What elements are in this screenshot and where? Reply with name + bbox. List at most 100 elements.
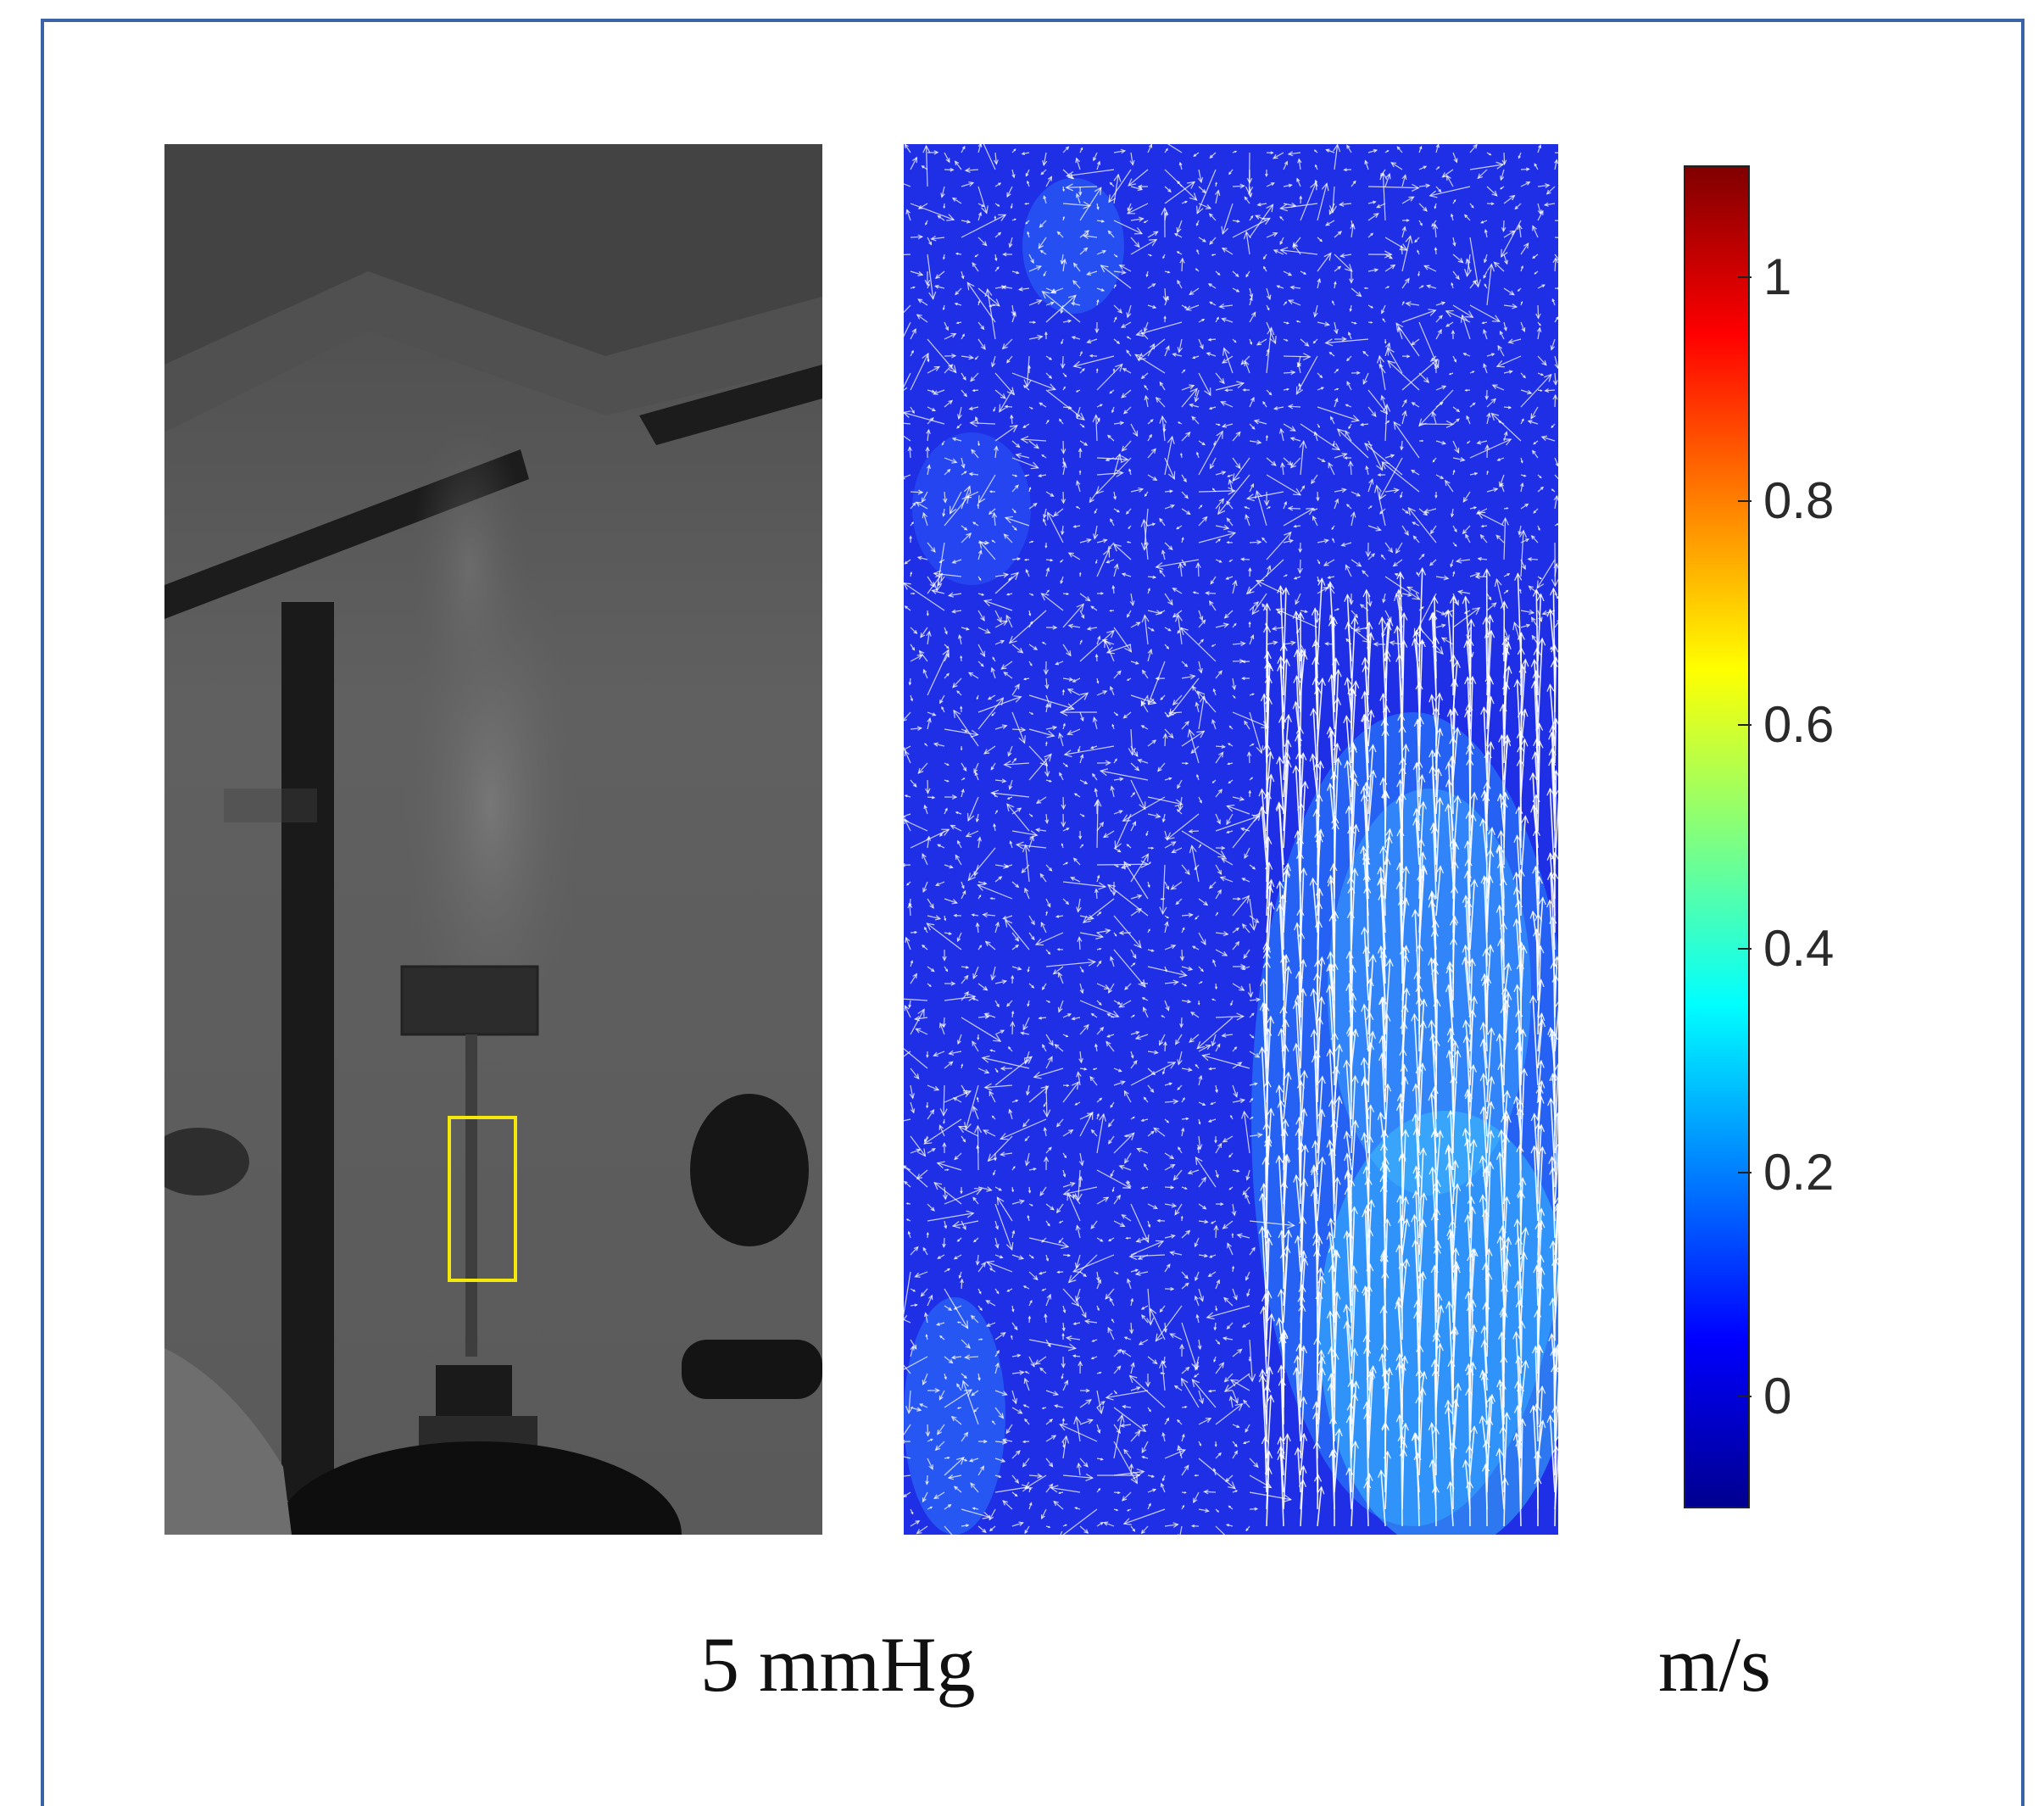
velocity-arrowhead xyxy=(1417,249,1419,253)
velocity-arrowhead xyxy=(1440,475,1445,479)
velocity-arrowhead xyxy=(1109,609,1112,612)
velocity-arrow xyxy=(1138,759,1149,764)
velocity-arrow xyxy=(1262,1003,1267,1086)
velocity-arrow xyxy=(1295,1001,1301,1086)
velocity-arrow xyxy=(1068,625,1081,628)
velocity-arrow xyxy=(1036,828,1047,832)
velocity-arrow xyxy=(1463,353,1471,357)
velocity-arrow xyxy=(1124,1152,1132,1163)
velocity-arrowhead xyxy=(1262,1121,1271,1130)
velocity-arrow xyxy=(1011,1200,1024,1205)
velocity-arrowhead xyxy=(1548,731,1557,740)
velocity-arrowhead xyxy=(1169,1155,1175,1160)
velocity-arrowhead xyxy=(1384,622,1392,631)
velocity-arrowhead xyxy=(1142,1006,1147,1012)
velocity-arrowhead xyxy=(1325,221,1330,226)
velocity-arrowhead xyxy=(1065,900,1070,906)
velocity-arrowhead xyxy=(916,314,922,320)
velocity-arrowhead xyxy=(1486,470,1489,473)
velocity-arrow xyxy=(1482,1023,1488,1069)
velocity-arrow xyxy=(1334,254,1353,272)
velocity-arrowhead xyxy=(1235,431,1241,437)
velocity-arrowhead xyxy=(1024,1160,1030,1167)
velocity-arrow xyxy=(1249,898,1255,930)
velocity-arrow xyxy=(1209,213,1217,221)
velocity-arrowhead xyxy=(1107,1140,1112,1145)
velocity-arrowhead xyxy=(983,1129,989,1135)
velocity-arrowhead xyxy=(1465,702,1473,711)
velocity-arrowhead xyxy=(1089,497,1094,504)
velocity-arrowhead xyxy=(1083,780,1089,784)
velocity-arrowhead xyxy=(1379,777,1388,786)
velocity-arrowhead xyxy=(1310,181,1317,191)
velocity-arrowhead xyxy=(1176,527,1179,530)
velocity-arrowhead xyxy=(1133,1060,1138,1065)
velocity-arrow xyxy=(1130,949,1137,959)
velocity-arrow xyxy=(1079,610,1085,619)
velocity-arrow xyxy=(1011,683,1020,696)
velocity-arrowhead xyxy=(1153,231,1159,237)
velocity-arrow xyxy=(1378,355,1386,391)
velocity-arrowhead xyxy=(927,282,930,287)
velocity-arrowhead xyxy=(1323,538,1330,543)
velocity-arrow xyxy=(1181,508,1190,515)
velocity-arrowhead xyxy=(1255,579,1265,588)
velocity-arrow xyxy=(1554,563,1557,577)
velocity-arrowhead xyxy=(994,1225,1000,1230)
velocity-arrow xyxy=(1113,810,1122,815)
velocity-arrow xyxy=(1113,949,1146,988)
velocity-arrowhead xyxy=(1191,685,1197,691)
velocity-arrow xyxy=(1164,186,1172,192)
velocity-arrowhead xyxy=(1038,473,1042,478)
velocity-arrowhead xyxy=(1195,268,1198,271)
velocity-arrowhead xyxy=(1152,575,1157,579)
velocity-arrowhead xyxy=(1035,828,1040,833)
velocity-arrow xyxy=(1469,1140,1475,1188)
velocity-arrow xyxy=(1024,888,1030,900)
velocity-arrowhead xyxy=(1507,573,1511,577)
velocity-arrowhead xyxy=(1195,223,1199,226)
velocity-arrowhead xyxy=(1262,624,1272,633)
velocity-arrowhead xyxy=(1000,285,1006,290)
velocity-arrow xyxy=(1119,1000,1132,1008)
velocity-arrow xyxy=(1418,372,1429,383)
velocity-arrowhead xyxy=(1110,518,1113,522)
velocity-arrowhead xyxy=(1024,887,1029,894)
velocity-arrowhead xyxy=(1196,1145,1200,1150)
velocity-arrowhead xyxy=(1445,309,1454,318)
velocity-arrowhead xyxy=(1149,238,1158,247)
velocity-arrowhead xyxy=(1286,1221,1295,1229)
velocity-arrowhead xyxy=(1202,1205,1207,1210)
velocity-arrowhead xyxy=(1445,803,1453,812)
velocity-arrowhead xyxy=(1104,638,1111,649)
velocity-arrowhead xyxy=(1241,1110,1250,1119)
velocity-arrowhead xyxy=(1363,885,1372,894)
velocity-arrow xyxy=(966,282,996,323)
velocity-arrow xyxy=(1541,436,1556,442)
velocity-arrow xyxy=(1261,604,1267,611)
velocity-arrowhead xyxy=(916,1173,923,1180)
velocity-arrowhead xyxy=(968,354,975,360)
velocity-arrow xyxy=(1079,1051,1083,1063)
velocity-arrow xyxy=(944,321,949,331)
velocity-arrowhead xyxy=(1100,265,1109,273)
velocity-arrow xyxy=(977,144,982,153)
velocity-arrowhead xyxy=(971,913,975,917)
velocity-arrowhead xyxy=(1215,1173,1219,1179)
velocity-arrowhead xyxy=(1512,886,1521,895)
velocity-arrowhead xyxy=(1150,254,1153,257)
velocity-arrowhead xyxy=(1064,1155,1067,1159)
velocity-arrowhead xyxy=(994,215,997,219)
velocity-arrow xyxy=(1378,364,1386,374)
velocity-arrow xyxy=(1435,624,1445,628)
velocity-arrowhead xyxy=(1141,997,1145,1001)
velocity-arrowhead xyxy=(1172,588,1178,593)
velocity-arrowhead xyxy=(1201,1176,1206,1183)
velocity-arrow xyxy=(1242,878,1250,883)
velocity-arrowhead xyxy=(995,810,998,812)
velocity-arrow xyxy=(1553,962,1556,1035)
velocity-arrow xyxy=(1223,1220,1234,1229)
velocity-arrowhead xyxy=(1550,1031,1558,1040)
velocity-arrow xyxy=(977,697,1004,730)
velocity-arrow xyxy=(1057,231,1064,238)
